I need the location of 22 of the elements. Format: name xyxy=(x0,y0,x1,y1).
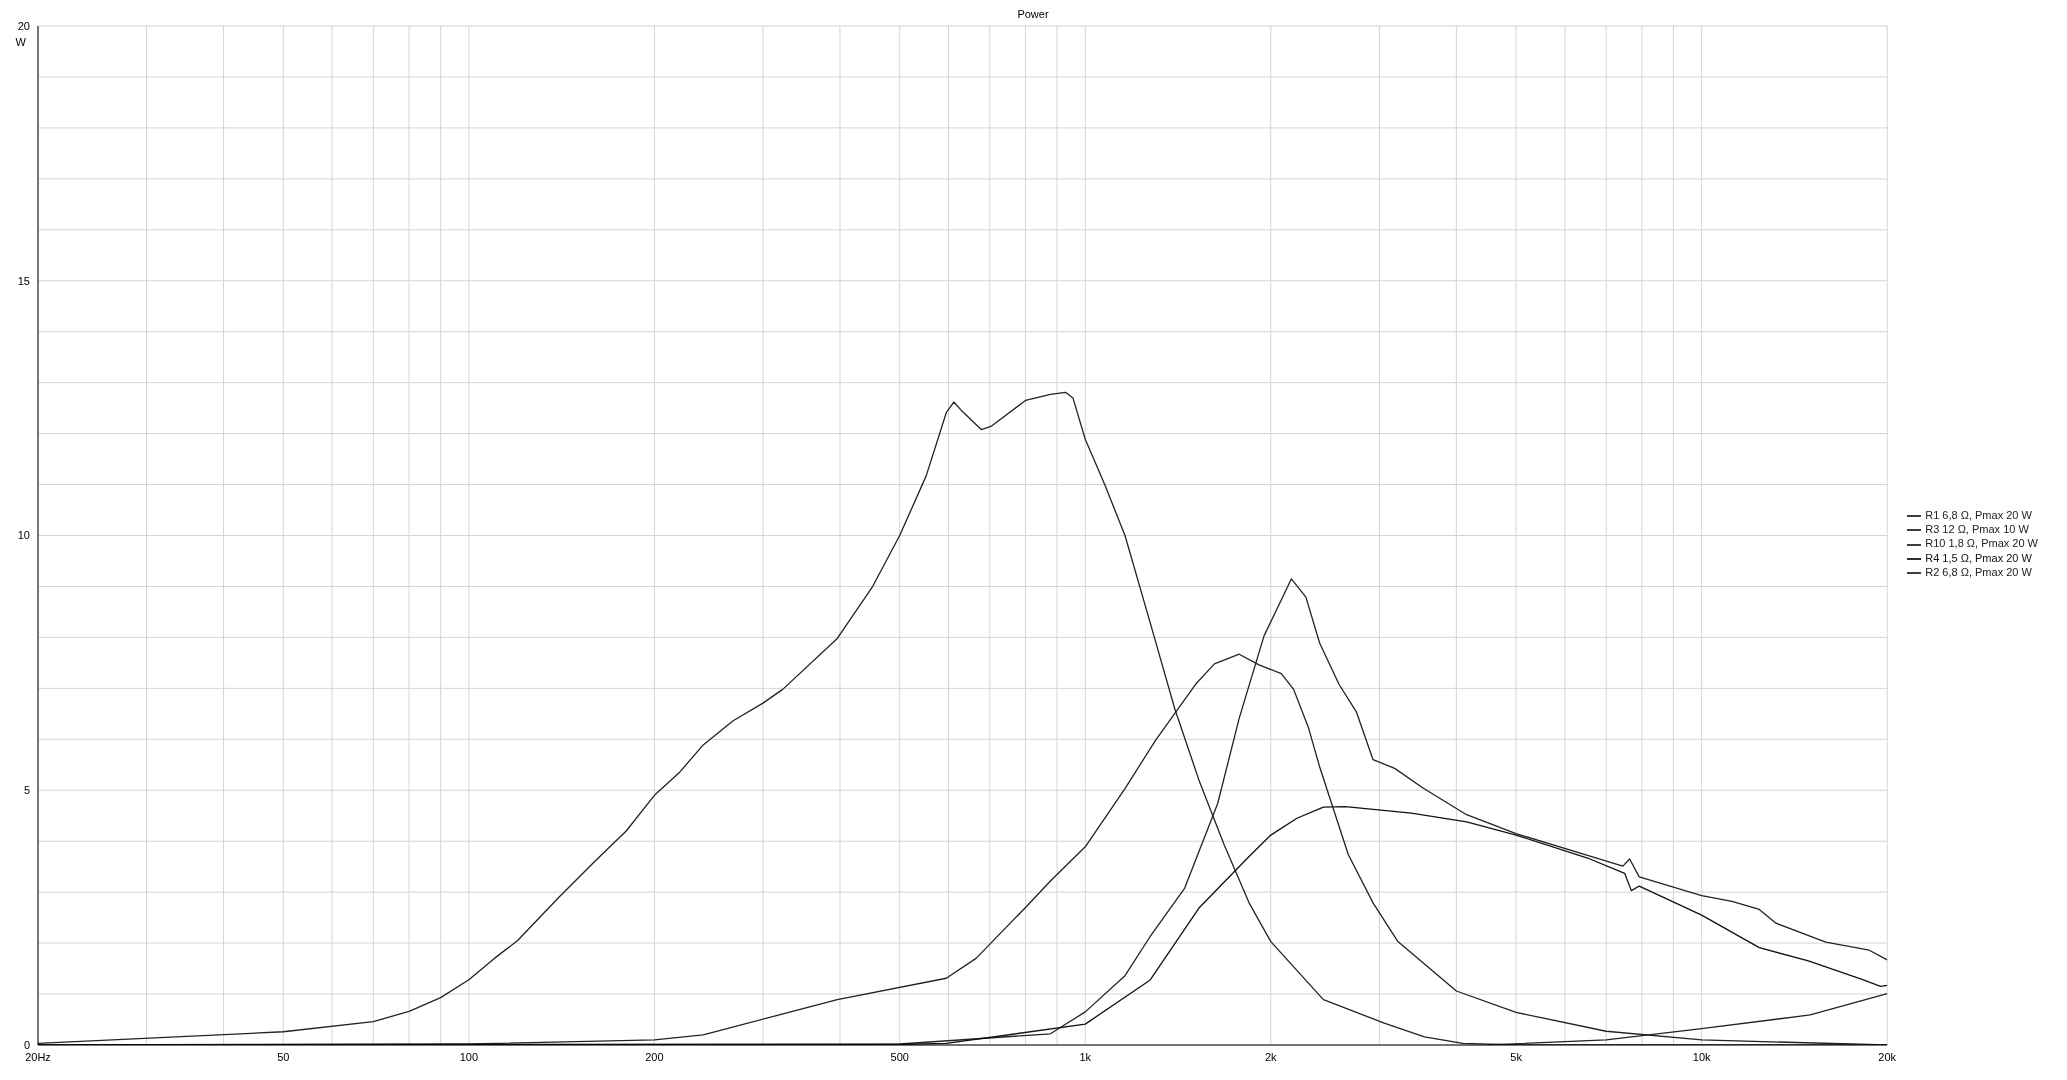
x-tick-label: 500 xyxy=(890,1050,909,1063)
legend-label: R3 12 Ω, Pmax 10 W xyxy=(1925,523,2029,536)
chart-title: Power xyxy=(1017,8,1049,20)
x-tick-label: 50 xyxy=(277,1050,290,1063)
x-tick-label: 100 xyxy=(459,1050,479,1063)
legend-label: R2 6,8 Ω, Pmax 20 W xyxy=(1925,565,2032,578)
y-tick-label: 15 xyxy=(17,274,30,287)
y-axis-title: W xyxy=(15,35,27,48)
x-tick-label: 1k xyxy=(1079,1050,1092,1063)
y-tick-label: 5 xyxy=(23,784,30,797)
x-tick-label: 10k xyxy=(1692,1050,1712,1063)
legend-label: R10 1,8 Ω, Pmax 20 W xyxy=(1925,537,2038,550)
x-tick-label: 5k xyxy=(1510,1050,1523,1063)
x-tick-label: 20k xyxy=(1878,1050,1897,1063)
x-tick-label: 200 xyxy=(645,1050,664,1063)
legend-label: R4 1,5 Ω, Pmax 20 W xyxy=(1925,551,2032,564)
y-tick-label: 20 xyxy=(17,19,30,32)
x-tick-label: 20Hz xyxy=(25,1050,51,1063)
legend-label: R1 6,8 Ω, Pmax 20 W xyxy=(1925,509,2032,522)
x-tick-label: 2k xyxy=(1265,1050,1278,1063)
y-tick-label: 0 xyxy=(23,1038,30,1051)
y-tick-label: 10 xyxy=(17,529,30,542)
